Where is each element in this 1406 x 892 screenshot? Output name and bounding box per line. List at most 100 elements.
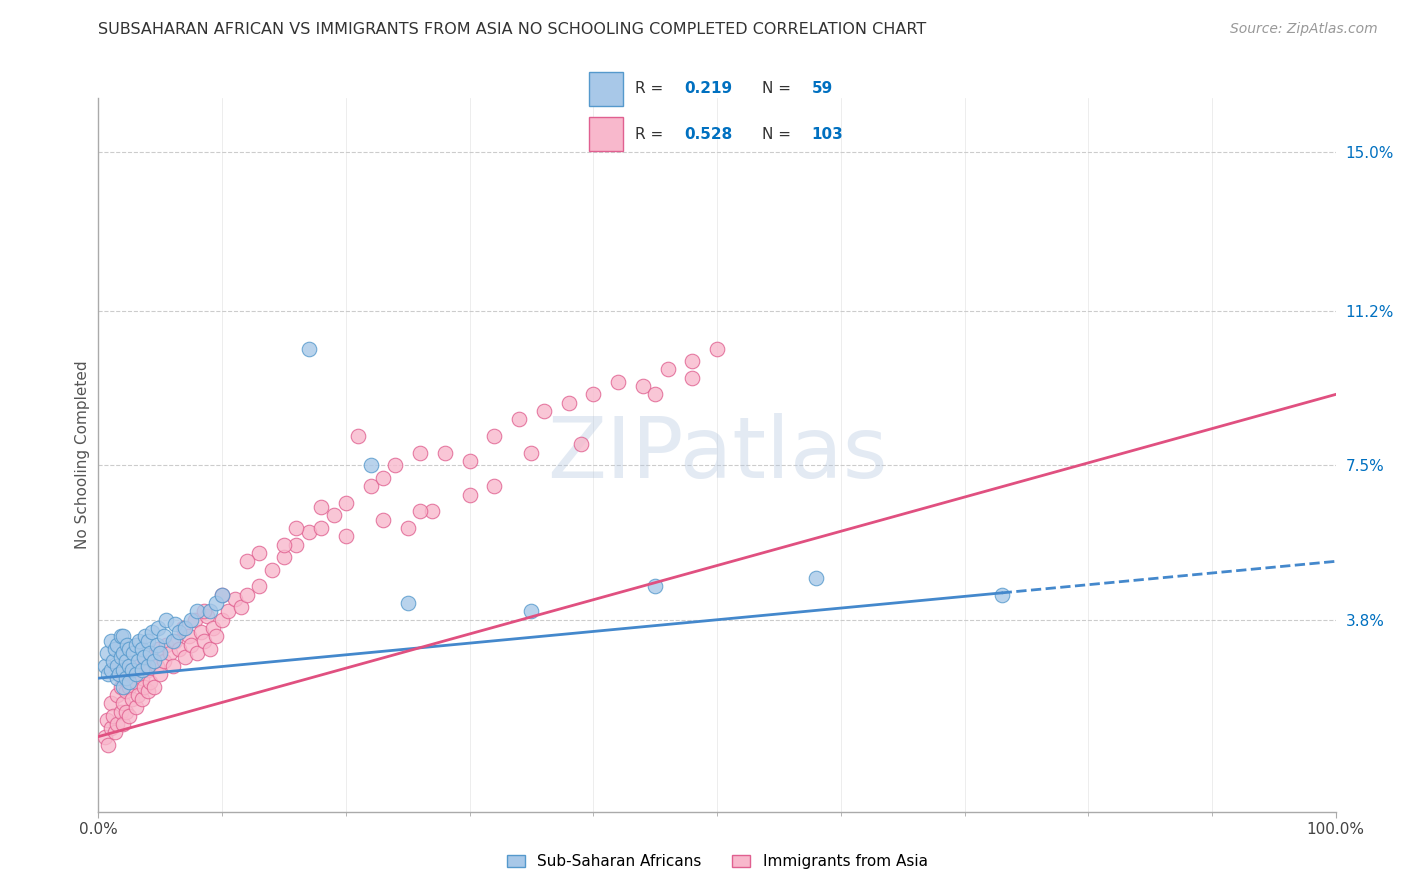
Point: [112, 646, 135, 660]
Point: [706, 342, 728, 356]
Point: [112, 696, 135, 710]
Point: [139, 675, 162, 690]
Point: [644, 579, 666, 593]
Point: [121, 663, 143, 677]
Point: [131, 692, 153, 706]
Point: [205, 596, 228, 610]
Point: [114, 655, 136, 669]
Point: [520, 446, 543, 460]
Point: [162, 658, 184, 673]
Point: [195, 608, 218, 623]
Point: [309, 521, 332, 535]
Point: [118, 675, 141, 690]
Point: [136, 633, 159, 648]
Point: [114, 671, 136, 685]
Point: [149, 667, 172, 681]
Point: [136, 658, 159, 673]
Point: [396, 521, 419, 535]
Point: [458, 454, 481, 468]
Point: [347, 429, 370, 443]
Text: Source: ZipAtlas.com: Source: ZipAtlas.com: [1230, 22, 1378, 37]
Point: [105, 658, 128, 673]
Point: [360, 479, 382, 493]
Point: [100, 663, 122, 677]
Point: [141, 650, 163, 665]
Point: [124, 667, 146, 681]
Text: 59: 59: [811, 81, 832, 96]
Point: [127, 688, 149, 702]
Point: [172, 621, 194, 635]
Point: [103, 642, 125, 657]
Point: [134, 650, 156, 665]
Point: [118, 708, 141, 723]
Point: [93, 658, 115, 673]
Point: [298, 342, 321, 356]
Point: [409, 446, 432, 460]
Point: [149, 646, 172, 660]
Point: [180, 613, 202, 627]
Point: [396, 596, 419, 610]
Point: [582, 387, 605, 401]
Point: [124, 675, 146, 690]
Point: [681, 370, 703, 384]
Point: [114, 683, 136, 698]
Point: [335, 529, 357, 543]
Point: [508, 412, 530, 426]
Point: [193, 604, 215, 618]
Point: [520, 604, 543, 618]
Bar: [589, 118, 623, 151]
Point: [184, 613, 207, 627]
Point: [97, 738, 120, 752]
Point: [112, 663, 135, 677]
Point: [229, 600, 252, 615]
Text: N =: N =: [762, 127, 796, 142]
Point: [607, 375, 630, 389]
Text: 0.219: 0.219: [685, 81, 733, 96]
Point: [124, 638, 146, 652]
Point: [190, 625, 212, 640]
Point: [990, 588, 1012, 602]
Point: [260, 563, 283, 577]
Point: [360, 458, 382, 473]
Point: [174, 621, 197, 635]
Point: [384, 458, 406, 473]
Point: [134, 630, 156, 644]
Point: [193, 633, 215, 648]
Point: [155, 638, 177, 652]
Text: ZIPatlas: ZIPatlas: [547, 413, 887, 497]
Point: [105, 671, 128, 685]
Point: [285, 521, 308, 535]
Point: [422, 504, 444, 518]
Point: [112, 671, 135, 685]
Point: [124, 700, 146, 714]
Point: [100, 633, 122, 648]
Text: R =: R =: [636, 81, 668, 96]
Point: [134, 680, 156, 694]
Point: [118, 642, 141, 657]
Point: [211, 588, 233, 602]
Point: [131, 642, 153, 657]
Point: [409, 504, 432, 518]
Point: [177, 630, 200, 644]
Point: [335, 496, 357, 510]
Point: [97, 667, 120, 681]
Point: [128, 658, 150, 673]
Point: [143, 655, 166, 669]
Point: [143, 680, 166, 694]
Point: [236, 588, 259, 602]
Point: [309, 500, 332, 514]
Point: [112, 680, 135, 694]
Point: [681, 354, 703, 368]
Point: [131, 663, 153, 677]
Legend: Sub-Saharan Africans, Immigrants from Asia: Sub-Saharan Africans, Immigrants from As…: [501, 848, 934, 875]
Point: [167, 625, 190, 640]
Point: [657, 362, 679, 376]
Point: [557, 396, 579, 410]
Point: [217, 604, 239, 618]
Point: [128, 633, 150, 648]
Point: [103, 708, 125, 723]
Point: [644, 387, 666, 401]
Point: [136, 663, 159, 677]
Point: [211, 613, 233, 627]
Point: [569, 437, 592, 451]
